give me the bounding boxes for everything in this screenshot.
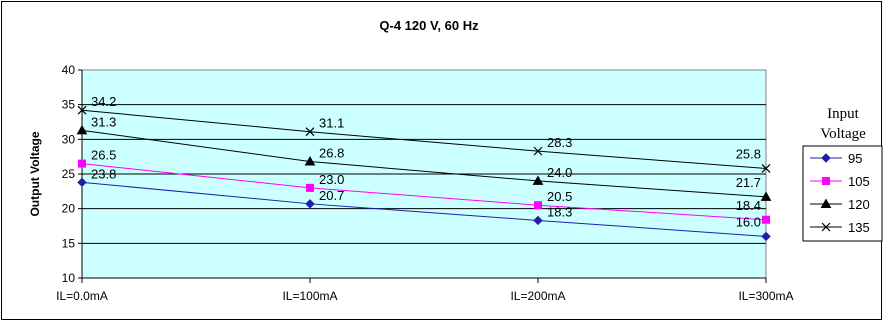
legend-label-95: 95 [848, 151, 862, 166]
y-tick-label-35: 35 [62, 98, 76, 112]
point-135-4-stroke-b [761, 164, 771, 173]
point-105-1 [78, 159, 86, 168]
series-line-135 [81, 109, 767, 169]
y-tick-label-25: 25 [62, 167, 76, 181]
data-label-105-4: 18.4 [736, 198, 761, 213]
point-95-4 [761, 231, 771, 242]
series-line-120 [81, 129, 767, 198]
data-label-95-4: 16.0 [736, 214, 761, 229]
y-tick-label-20: 20 [62, 202, 76, 216]
legend-marker-120 [820, 198, 832, 208]
point-95-2 [305, 199, 315, 209]
data-label-95-1: 23.8 [91, 166, 116, 181]
series-line-95 [81, 181, 767, 237]
data-label-105-1: 26.5 [91, 148, 116, 163]
data-labels: 23.8 20.7 18.3 16.0 26.5 23.0 20.5 18.4 31.3 26.8… [91, 94, 761, 229]
legend: Input Voltage 95 105 120 135 [802, 106, 883, 242]
data-label-120-3: 24.0 [547, 165, 572, 180]
data-label-120-4: 21.7 [736, 175, 761, 190]
legend-label-105: 105 [848, 174, 870, 189]
data-label-135-2: 31.1 [319, 116, 344, 131]
data-label-135-3: 28.3 [547, 135, 572, 150]
y-axis-label: Output Voltage [28, 131, 42, 216]
x-tick-label-1: IL=0.0mA [56, 289, 108, 303]
x-tick-label-4: IL=300mA [738, 289, 793, 303]
y-tick-label-30: 30 [62, 132, 76, 146]
legend-entries: 95 105 120 135 [810, 151, 870, 235]
series-layer [76, 105, 772, 242]
point-120-2 [304, 156, 316, 166]
data-label-120-2: 26.8 [319, 146, 344, 161]
legend-marker-95 [821, 153, 831, 163]
grid-lines [82, 104, 766, 244]
point-105-4 [762, 215, 770, 224]
point-135-1-stroke-b [77, 105, 87, 115]
legend-box [802, 145, 883, 242]
legend-label-135: 135 [848, 220, 870, 235]
data-label-135-1: 34.2 [91, 94, 116, 109]
point-135-1 [77, 105, 87, 115]
data-label-95-3: 18.3 [547, 204, 572, 219]
x-tick-label-3: IL=200mA [510, 289, 565, 303]
legend-marker-135 [821, 222, 831, 232]
data-label-95-2: 20.7 [319, 188, 344, 203]
chart-title: Q-4 120 V, 60 Hz [379, 18, 479, 33]
point-135-2-stroke-b [305, 127, 315, 137]
point-95-1 [77, 177, 87, 188]
x-tick-label-2: IL=100mA [282, 289, 337, 303]
y-tick-label-40: 40 [62, 63, 76, 77]
point-135-4 [761, 164, 771, 173]
y-tick-label-10: 10 [62, 271, 76, 285]
legend-marker-135-stroke-b [821, 222, 831, 232]
point-135-3-stroke-b [533, 146, 543, 156]
point-135-2 [305, 127, 315, 137]
data-label-120-1: 31.3 [91, 114, 116, 129]
legend-title-line-1: Input [827, 106, 859, 122]
point-105-3 [534, 201, 542, 210]
point-135-3 [533, 146, 543, 156]
data-label-105-2: 23.0 [319, 172, 344, 187]
axes: 10 15 20 25 30 35 40 IL=0.0mA IL=100mA IL=200mA IL… [56, 63, 793, 303]
legend-label-120: 120 [848, 197, 870, 212]
point-120-3 [532, 175, 544, 185]
point-120-1 [76, 124, 88, 135]
data-label-105-3: 20.5 [547, 189, 572, 204]
legend-marker-105 [822, 177, 830, 185]
legend-title-line-2: Voltage [820, 126, 866, 142]
series-line-105 [81, 163, 767, 221]
point-95-3 [533, 215, 543, 226]
point-105-2 [306, 183, 314, 192]
point-120-4 [760, 191, 772, 201]
y-tick-label-15: 15 [62, 236, 76, 250]
data-label-135-4: 25.8 [736, 146, 761, 161]
